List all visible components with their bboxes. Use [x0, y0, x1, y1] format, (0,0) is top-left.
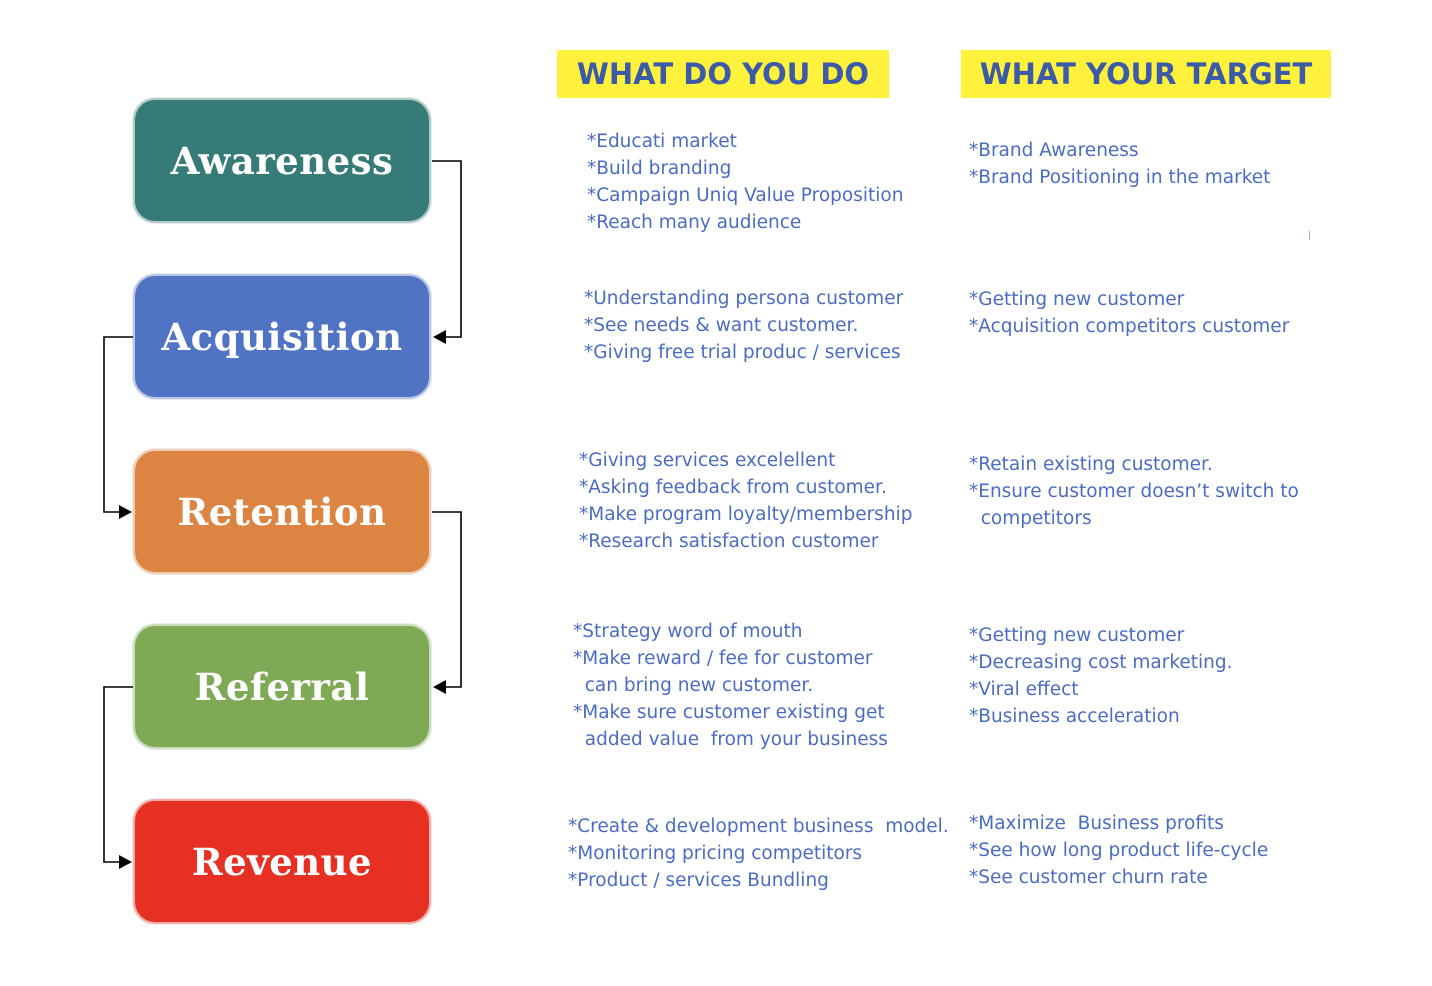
arrowhead-referral	[433, 680, 446, 694]
stage-label: Acquisition	[161, 314, 403, 359]
stage-label: Referral	[194, 664, 370, 709]
stage-label: Revenue	[191, 839, 373, 884]
list-item: *Strategy word of mouth	[573, 621, 803, 642]
awareness-target-list: *Brand Awareness *Brand Positioning in t…	[969, 137, 1270, 191]
list-item: can bring new customer.	[573, 675, 814, 696]
list-item: *Decreasing cost marketing.	[969, 652, 1233, 673]
list-item: *Research satisfaction customer	[579, 531, 879, 552]
acquisition-target-list: *Getting new customer *Acquisition compe…	[969, 286, 1289, 340]
list-item: *Campaign Uniq Value Proposition	[587, 185, 904, 206]
list-item: *Asking feedback from customer.	[579, 477, 887, 498]
arrow-acquisition-to-retention	[103, 336, 133, 513]
list-item: *Educati market	[587, 131, 737, 152]
list-item: *Make program loyalty/membership	[579, 504, 913, 525]
arrowhead-acquisition	[433, 330, 446, 344]
arrow-awareness-to-acquisition	[432, 160, 462, 338]
list-item: *Make reward / fee for customer	[573, 648, 873, 669]
list-item: *Product / services Bundling	[568, 870, 829, 891]
list-item: *Create & development business model.	[568, 816, 949, 837]
stage-label: Retention	[177, 489, 387, 534]
list-item: *Retain existing customer.	[969, 454, 1213, 475]
arrowhead-retention	[119, 505, 132, 519]
awareness-do-list: *Educati market *Build branding *Campaig…	[587, 128, 903, 236]
stage-awareness: Awareness	[133, 98, 431, 223]
referral-target-list: *Getting new customer *Decreasing cost m…	[969, 622, 1233, 730]
list-item: *Reach many audience	[587, 212, 802, 233]
revenue-target-list: *Maximize Business profits *See how long…	[969, 810, 1268, 891]
list-item: *Make sure customer existing get	[573, 702, 885, 723]
list-item: *Getting new customer	[969, 289, 1185, 310]
list-item: *Acquisition competitors customer	[969, 316, 1290, 337]
list-item: *Giving free trial produc / services	[584, 342, 901, 363]
header-what-do-you-do: WHAT DO YOU DO	[557, 50, 889, 98]
arrow-retention-to-referral	[432, 511, 462, 688]
stage-label: Awareness	[170, 138, 394, 183]
arrow-referral-to-revenue	[103, 686, 133, 863]
list-item: *Giving services excelellent	[579, 450, 836, 471]
list-item: *Maximize Business profits	[969, 813, 1224, 834]
stage-retention: Retention	[133, 449, 431, 574]
acquisition-do-list: *Understanding persona customer *See nee…	[584, 285, 903, 366]
stage-revenue: Revenue	[133, 799, 431, 924]
list-item: *See customer churn rate	[969, 867, 1208, 888]
list-item: *Build branding	[587, 158, 732, 179]
stage-referral: Referral	[133, 624, 431, 749]
list-item: competitors	[969, 508, 1092, 529]
list-item: *Getting new customer	[969, 625, 1185, 646]
list-item: *Viral effect	[969, 679, 1079, 700]
list-item: *See needs & want customer.	[584, 315, 859, 336]
list-item: added value from your business	[573, 729, 888, 750]
arrowhead-revenue	[119, 855, 132, 869]
list-item: *Business acceleration	[969, 706, 1180, 727]
referral-do-list: *Strategy word of mouth *Make reward / f…	[573, 618, 888, 753]
list-item: *Monitoring pricing competitors	[568, 843, 863, 864]
header-what-your-target: WHAT YOUR TARGET	[961, 50, 1331, 98]
revenue-do-list: *Create & development business model. *M…	[568, 813, 949, 894]
list-item: *Brand Positioning in the market	[969, 167, 1271, 188]
list-item: *See how long product life-cycle	[969, 840, 1269, 861]
stray-mark	[1309, 231, 1310, 240]
list-item: *Ensure customer doesn’t switch to	[969, 481, 1299, 502]
retention-target-list: *Retain existing customer. *Ensure custo…	[969, 451, 1299, 532]
retention-do-list: *Giving services excelellent *Asking fee…	[579, 447, 912, 555]
list-item: *Brand Awareness	[969, 140, 1139, 161]
stage-acquisition: Acquisition	[133, 274, 431, 399]
list-item: *Understanding persona customer	[584, 288, 904, 309]
